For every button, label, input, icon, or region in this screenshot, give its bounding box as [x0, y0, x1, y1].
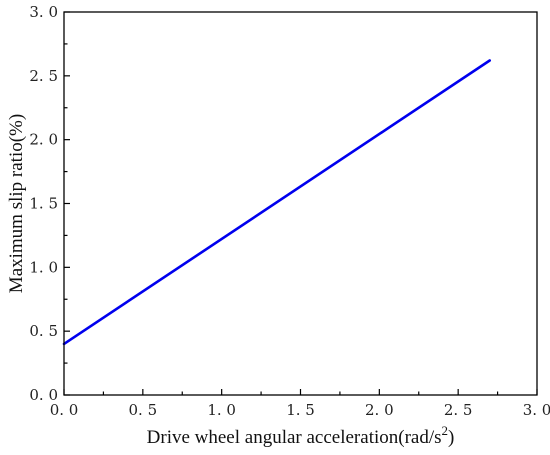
x-tick-label: 0. 0 [50, 401, 79, 419]
x-axis-title: Drive wheel angular acceleration(rad/s2) [147, 423, 455, 448]
y-axis-title: Maximum slip ratio(%) [6, 114, 27, 293]
y-tick-label: 0. 5 [29, 322, 58, 340]
plot-frame [63, 11, 538, 396]
x-tick-label: 0. 5 [129, 401, 158, 419]
y-tick-label: 1. 5 [29, 195, 58, 213]
y-tick-label: 2. 5 [29, 67, 58, 85]
x-tick-label: 1. 5 [286, 401, 315, 419]
x-axis-title-end: ) [448, 427, 454, 448]
x-tick-label: 2. 5 [444, 401, 473, 419]
x-tick-label: 2. 0 [365, 401, 394, 419]
y-tick-label: 2. 0 [29, 131, 58, 149]
y-tick-label: 1. 0 [29, 258, 58, 276]
tick-labels: 0. 0 0. 5 1. 0 1. 5 2. 0 2. 5 3. 0 0. 0 0. 5 1. 0… [29, 3, 550, 419]
ticks [63, 11, 538, 396]
x-tick-label: 1. 0 [207, 401, 236, 419]
series-line [62, 59, 491, 346]
x-axis-title-superscript: 2 [442, 423, 449, 438]
y-tick-label: 3. 0 [29, 3, 58, 21]
x-tick-label: 3. 0 [523, 401, 550, 419]
y-tick-label: 0. 0 [29, 386, 58, 404]
